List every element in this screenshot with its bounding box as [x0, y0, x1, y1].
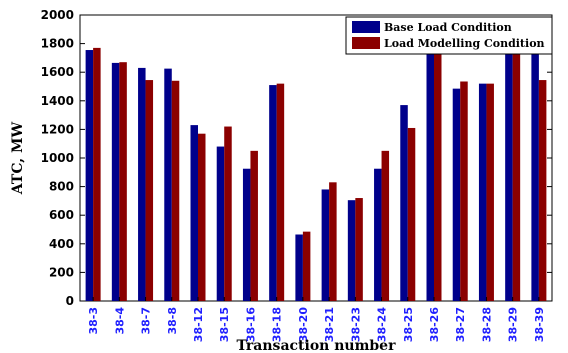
- bar-load-modelling: [512, 50, 521, 301]
- bar-base: [400, 105, 408, 301]
- bar-base: [347, 200, 356, 301]
- bar-load-modelling: [434, 50, 442, 301]
- bar-base: [321, 189, 330, 301]
- bar-load-modelling: [224, 126, 232, 301]
- bar-load-modelling: [198, 133, 206, 301]
- y-tick-label: 800: [49, 180, 74, 194]
- bar-base: [531, 50, 539, 301]
- x-tick-label: 38-24: [376, 307, 389, 343]
- bar-base: [242, 168, 251, 301]
- legend-box: [345, 16, 553, 55]
- bar-load-modelling: [407, 127, 416, 301]
- y-tick-label: 1400: [41, 94, 74, 108]
- x-tick-label: 38-28: [480, 307, 493, 342]
- bar-load-modelling: [329, 182, 337, 301]
- y-tick-label: 1600: [41, 65, 74, 79]
- x-tick-label: 38-8: [166, 307, 179, 335]
- x-tick-label: 38-3: [87, 307, 100, 335]
- bar-base: [111, 62, 120, 301]
- bar-base: [505, 50, 513, 301]
- y-tick-label: 1800: [41, 37, 74, 51]
- y-tick-label: 0: [66, 294, 74, 308]
- y-axis: 0 200 400 600 800 1000 1200 1400 1600 1800 2000: [41, 8, 552, 308]
- bar-load-modelling: [250, 150, 258, 301]
- legend-swatch-base: [352, 21, 380, 33]
- bar-base: [295, 234, 303, 301]
- bar-base: [478, 83, 487, 301]
- bar-base: [164, 68, 172, 301]
- bar-base: [216, 146, 225, 301]
- x-tick-label: 38-4: [113, 307, 126, 335]
- x-axis: 38-3 38-4 38-7 38-8 38-12 38-15 38-16 38-18 38-2…: [87, 297, 546, 342]
- legend-swatch-load-modelling: [352, 37, 380, 49]
- bar-series-group: [85, 47, 547, 302]
- bar-base: [426, 50, 434, 301]
- legend-label-load-modelling: Load Modelling Condition: [384, 37, 545, 50]
- x-tick-label: 38-15: [218, 307, 231, 342]
- bar-load-modelling: [538, 80, 547, 301]
- y-tick-label: 2000: [41, 8, 74, 22]
- x-tick-label: 38-21: [323, 307, 336, 342]
- bar-load-modelling: [145, 80, 154, 301]
- y-tick-label: 1000: [41, 151, 74, 165]
- bar-load-modelling: [486, 83, 494, 301]
- x-tick-label: 38-27: [454, 307, 467, 342]
- bar-load-modelling: [460, 81, 468, 302]
- bar-load-modelling: [93, 47, 101, 301]
- bar-load-modelling: [355, 198, 363, 301]
- legend: Base Load Condition Load Modelling Condi…: [345, 16, 553, 55]
- bar-base: [374, 168, 382, 301]
- bar-base: [452, 88, 461, 302]
- y-axis-label: ATC, MW: [10, 122, 26, 196]
- x-tick-label: 38-7: [140, 307, 153, 335]
- bar-base: [190, 125, 198, 301]
- x-tick-label: 38-29: [507, 307, 520, 342]
- x-tick-label: 38-12: [192, 307, 205, 342]
- bar-load-modelling: [119, 62, 127, 301]
- x-tick-label: 38-18: [271, 307, 284, 342]
- bar-base: [85, 50, 94, 301]
- bar-load-modelling: [276, 83, 285, 301]
- legend-label-base: Base Load Condition: [384, 21, 512, 34]
- x-tick-label: 38-25: [402, 307, 415, 342]
- bar-load-modelling: [381, 150, 390, 301]
- x-tick-label: 38-39: [533, 307, 546, 342]
- x-tick-label: 38-23: [349, 307, 362, 342]
- y-tick-label: 200: [49, 265, 74, 279]
- bar-base: [269, 85, 277, 301]
- plot-area: [79, 14, 553, 302]
- y-tick-label: 1200: [41, 122, 74, 136]
- x-tick-label: 38-20: [297, 307, 310, 343]
- x-tick-label: 38-26: [428, 307, 441, 343]
- bar-base: [138, 67, 146, 301]
- x-axis-label: Transaction number: [237, 338, 397, 353]
- y-tick-label: 600: [49, 208, 74, 222]
- y-tick-label: 400: [49, 237, 74, 251]
- bar-load-modelling: [302, 231, 311, 301]
- bar-load-modelling: [171, 80, 180, 301]
- x-tick-label: 38-16: [244, 307, 257, 343]
